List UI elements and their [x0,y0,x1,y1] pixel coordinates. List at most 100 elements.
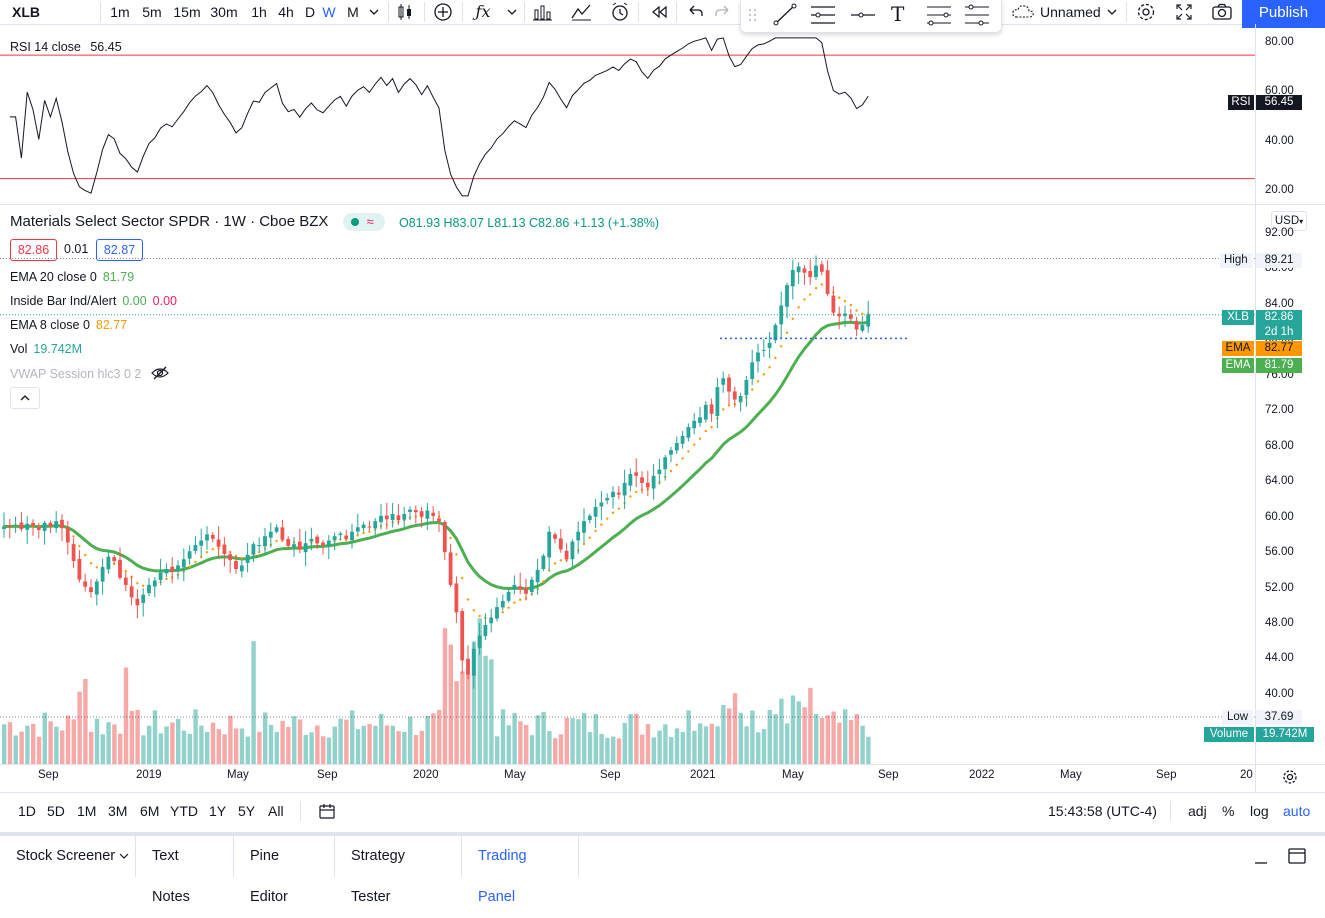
legend-title[interactable]: Materials Select Sector SPDR · 1W · Cboe… [10,213,385,232]
alert-icon[interactable] [608,0,632,24]
layout-name-button[interactable]: Unnamed [1040,4,1101,20]
candle-body [709,404,714,414]
calendar-goto-icon[interactable] [318,802,336,825]
maximize-icon[interactable] [1287,847,1307,870]
gear-icon[interactable] [1134,0,1158,24]
volume-bar [605,737,610,764]
tab-text-notes[interactable]: Text Notes [136,836,234,905]
ema8-dot [466,598,470,601]
ohlc-c-label: C [529,216,539,230]
bid-button[interactable]: 82.86 [10,239,57,261]
chevron-up-icon[interactable] [10,387,40,409]
candle-body [477,635,482,648]
price-tick: 48.00 [1265,616,1294,629]
candle-body [442,522,447,553]
vwap-legend[interactable]: VWAP Session hlc3 0 2 [10,366,169,383]
currency-button[interactable]: USD▾ [1271,211,1307,231]
drag-handle-icon[interactable] [747,4,759,31]
tab-label: Stock Screener [16,848,116,864]
symbol-search-button[interactable]: XLB [12,4,40,20]
horizontal-lines-icon[interactable] [809,2,837,33]
pitchfork-icon[interactable] [963,2,991,33]
tab-stock-screener[interactable]: Stock Screener [0,836,136,877]
cloud-icon[interactable] [1010,0,1036,24]
scale-option-auto[interactable]: auto [1283,803,1311,819]
compare-chart-icon[interactable] [568,0,594,24]
interval-1m[interactable]: 1m [110,4,130,20]
eye-crossed-icon[interactable] [150,366,169,383]
horizontal-ray-icon[interactable] [849,2,877,33]
ema20-legend[interactable]: EMA 20 close 0 81.79 [10,270,134,284]
candle-body [112,557,117,562]
range-ytd[interactable]: YTD [170,803,198,819]
text-tool-icon[interactable]: T [891,2,905,26]
chevron-down-icon[interactable] [364,0,384,24]
rsi-tick: 40.00 [1265,134,1294,147]
pane-separator[interactable] [0,204,1325,205]
interval-30m[interactable]: 30m [210,4,238,20]
scale-option-adj[interactable]: adj [1188,803,1207,819]
indicators-fx-icon[interactable]: ƒx [475,2,491,21]
ema8-legend[interactable]: EMA 8 close 0 82.77 [10,318,127,332]
market-status-badge[interactable]: ≈ [342,213,385,232]
interval-w[interactable]: W [322,4,336,20]
interval-15m[interactable]: 15m [173,4,201,20]
volume-bar [634,713,639,764]
range-5y[interactable]: 5Y [238,803,256,819]
interval-4h[interactable]: 4h [278,4,294,20]
replay-icon[interactable] [648,0,670,24]
range-all[interactable]: All [268,803,284,819]
volume-legend[interactable]: Vol 19.742M [10,342,82,356]
ema8-dot [188,565,191,569]
interval-m[interactable]: M [347,4,359,20]
scale-option-log[interactable]: log [1250,803,1269,819]
fib-channel-icon[interactable] [925,2,953,33]
candle-body [164,568,169,574]
compare-plus-icon[interactable] [432,0,454,24]
ask-button[interactable]: 82.87 [96,239,143,261]
volume-bar [268,724,274,764]
chevron-down-icon[interactable] [1104,0,1120,24]
candle-body [657,469,662,475]
range-6m[interactable]: 6M [140,803,160,819]
interval-d[interactable]: D [304,4,316,20]
interval-5m[interactable]: 5m [142,4,162,20]
interval-1h[interactable]: 1h [251,4,267,20]
inside-bar-legend[interactable]: Inside Bar Ind/Alert 0.00 0.00 [10,294,177,308]
tab-trading-panel[interactable]: Trading Panel [462,836,579,905]
range-3m[interactable]: 3M [108,803,128,819]
tab-strategy-tester[interactable]: Strategy Tester [335,836,462,905]
bars-style-icon[interactable] [530,0,554,24]
candles-icon[interactable] [394,0,416,24]
trend-line-icon[interactable] [771,2,799,33]
undo-icon[interactable] [684,0,706,24]
scale-option-percent[interactable]: % [1222,803,1235,819]
candle-body [152,580,157,587]
volume-bar [36,736,42,764]
rsi-legend[interactable]: RSI 14 close 56.45 [10,40,122,54]
gear-icon[interactable] [1281,768,1299,791]
fullscreen-icon[interactable] [1172,0,1196,24]
camera-icon[interactable] [1210,0,1234,24]
ema8-dot [194,560,197,564]
minimize-icon[interactable] [1252,848,1270,871]
candle-body [587,515,592,520]
templates-chevron-icon[interactable] [504,0,520,24]
tab-pine-editor[interactable]: Pine Editor [234,836,335,905]
clock-timezone[interactable]: 15:43:58 (UTC-4) [1048,803,1157,819]
range-1m[interactable]: 1M [77,803,97,819]
candle-body [413,509,418,513]
candle-body [460,611,465,661]
volume-bar [866,736,871,764]
candle-body [36,527,41,530]
candle-body [94,581,99,595]
redo-icon[interactable] [712,0,734,24]
date-range-bar: 1D 5D 1M 3M 6M YTD 1Y 5Y All 15:43:58 (UTC-4) ad… [0,792,1325,831]
range-1y[interactable]: 1Y [209,803,227,819]
range-5d[interactable]: 5D [47,803,65,819]
toolbar-divider [638,2,639,22]
publish-button[interactable]: Publish [1242,0,1325,28]
range-1d[interactable]: 1D [18,803,36,819]
candle-body [118,559,122,578]
chart-canvas[interactable] [0,24,1325,792]
